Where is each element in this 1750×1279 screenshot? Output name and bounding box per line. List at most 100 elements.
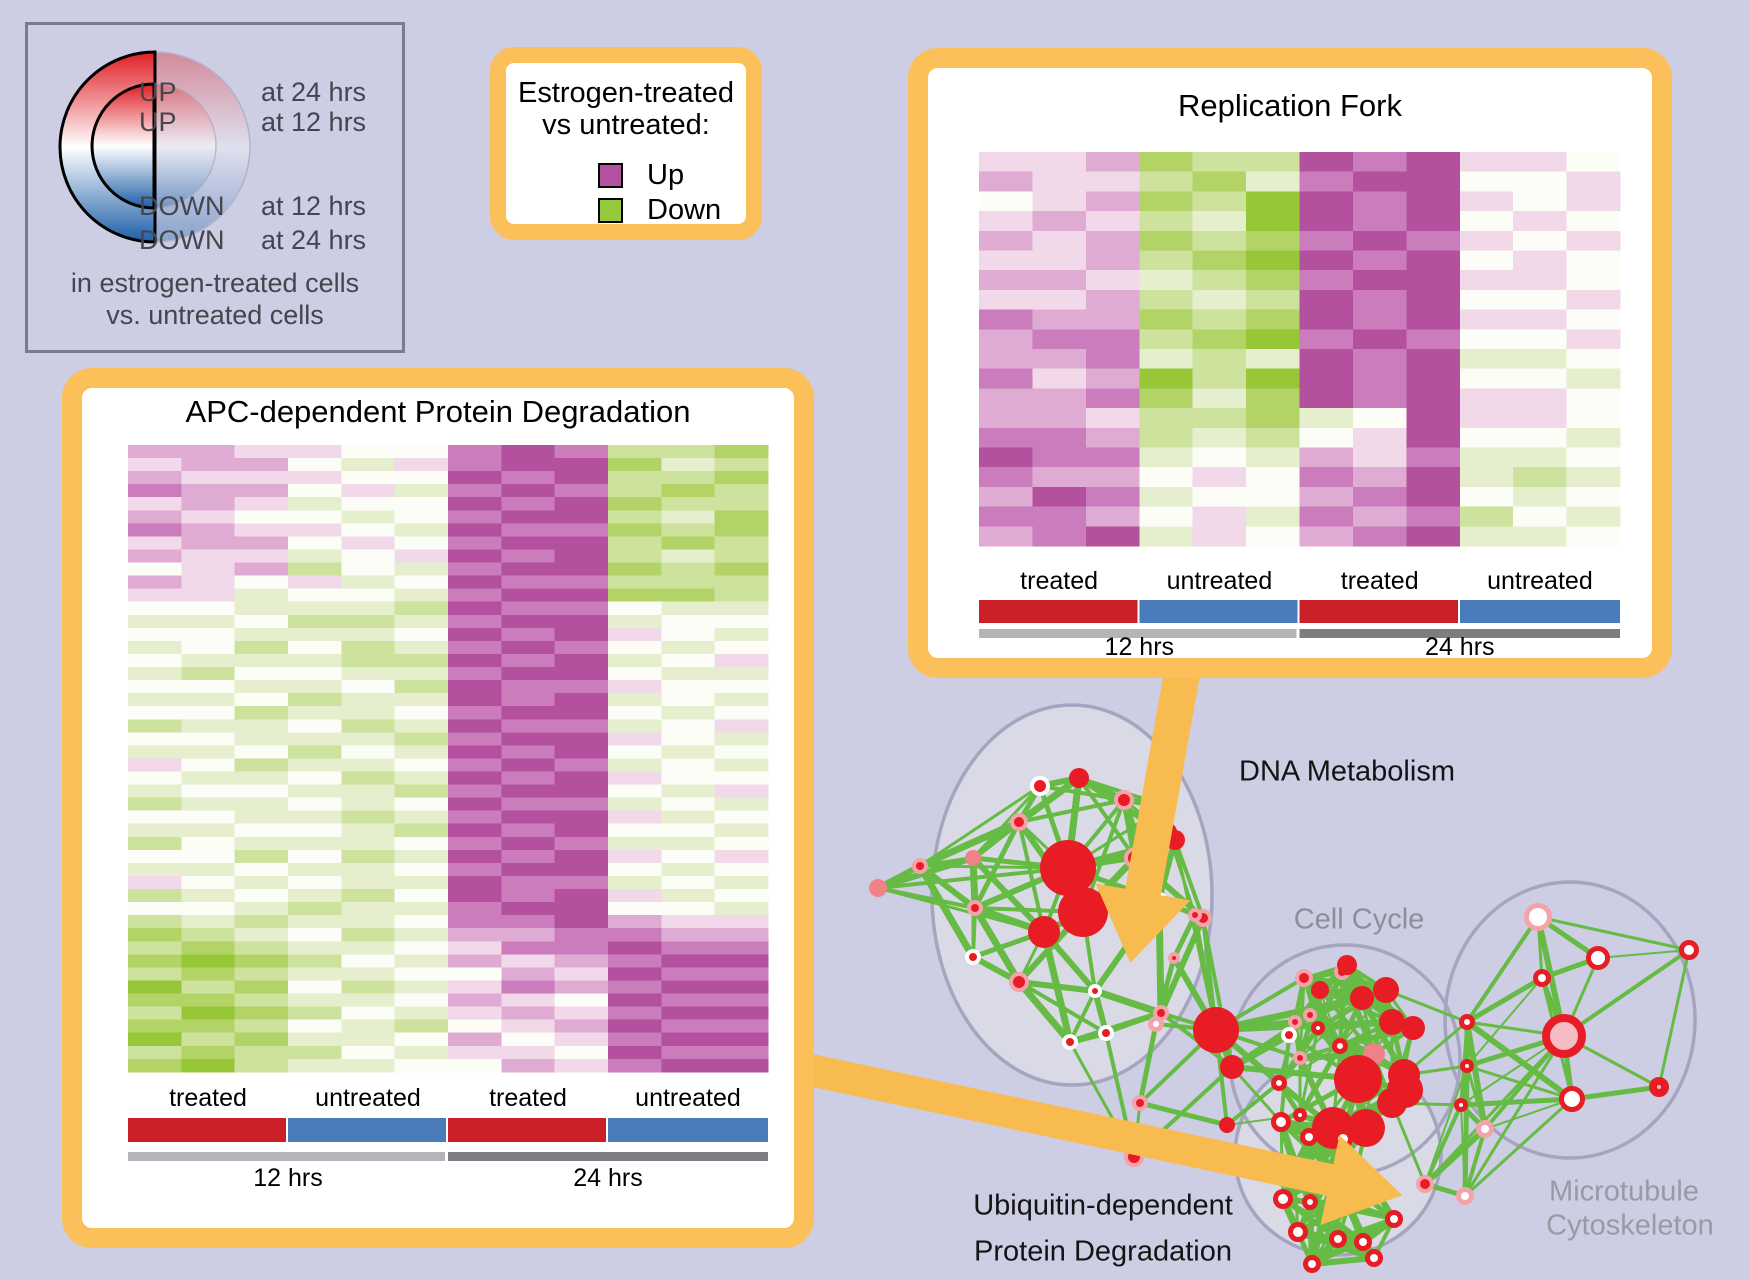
network-edge [1077,775,1177,843]
key-direction: UP [139,77,177,107]
network-edge [1067,804,1167,870]
network-edge [1372,1218,1396,1259]
network-edge [1068,1041,1136,1158]
network-edge [1332,1101,1393,1130]
network-node [1679,940,1699,960]
legend-item-down: Down [598,194,721,227]
network-edge [1121,799,1162,901]
network-edge [1360,1216,1397,1245]
network-edge [1039,775,1080,789]
network-edge [1133,805,1168,859]
network-node [1271,1075,1287,1091]
key-time: at 12 hrs [261,107,367,137]
network-edge [1371,989,1389,1055]
network-edge [1364,1088,1407,1130]
network-edge [877,855,974,891]
network-node [1459,1014,1475,1030]
network-edge [1069,1030,1107,1045]
estrogen-legend-box: Estrogen-treated vs untreated: Up Down [490,47,762,240]
network-edge [1339,989,1387,1047]
network-edge [1067,838,1176,870]
network-node [1088,984,1102,998]
network-edge [1230,1066,1283,1123]
network-edge [969,857,979,909]
network-edge [972,929,1045,960]
network-edge [1466,1033,1565,1069]
network-edge [1092,898,1162,993]
network-node [1333,1129,1353,1149]
network-node [1379,1009,1405,1035]
network-edge [1215,1029,1280,1084]
network-edge [1297,1044,1343,1117]
network-edge [1153,957,1177,1025]
network-edge [1280,1126,1336,1201]
network-edge [1282,1197,1364,1244]
network-node [1385,1210,1403,1228]
network-edge [1332,1074,1405,1129]
legend-swatch-up [598,163,623,188]
network-edge [1423,1034,1566,1186]
network-node [1153,1005,1169,1021]
network-edge [877,866,1069,890]
network-edge [1341,1138,1351,1205]
network-edge [1307,1201,1315,1265]
network-edge [1037,785,1071,869]
network-edge [1339,963,1350,974]
network-edge [1311,1255,1375,1267]
network-edge [1389,1021,1407,1076]
legend-item-up: Up [598,159,684,192]
network-edge [971,906,1023,984]
network-edge [1159,1011,1234,1069]
network-node [1401,1016,1425,1040]
network-edge [918,818,1021,870]
network-edge [1171,956,1219,1032]
network-edge [1356,1076,1394,1106]
network-edge [1280,1136,1346,1202]
network-edge [1337,1236,1364,1245]
legend-label-down: Down [647,194,722,226]
network-edge [1278,1045,1341,1084]
network-edge [974,906,1084,914]
network-edge [1337,1216,1395,1242]
network-edge [1317,997,1363,1029]
network-edge [1155,899,1165,1014]
network-edge [1309,1200,1375,1260]
network-node [1062,1034,1078,1050]
network-edge [1339,1043,1375,1057]
network-edge [1389,1074,1407,1104]
network-edge [1308,1171,1336,1204]
network-edge [919,856,974,868]
network-edge [1016,909,1086,985]
network-edge [916,864,977,959]
network-edge [1297,989,1323,1059]
network-edge [1292,977,1307,1023]
network-edge [1466,1020,1565,1038]
network-edge [1282,1197,1350,1206]
network-node [1295,969,1313,987]
network-edge [1391,1019,1414,1031]
network-edge [971,784,1042,860]
network-node [1273,1189,1293,1209]
network-edge [1331,1126,1369,1175]
network-edge [1345,1202,1367,1244]
network-edge [1292,1136,1345,1169]
network-edge [1280,1119,1334,1131]
network-edge [1157,805,1168,901]
network-edge [973,904,1046,936]
network-edge [1403,1020,1468,1077]
network-node [1365,1249,1383,1267]
network-edge [1459,1021,1469,1106]
network-node [912,858,928,874]
network-edge [1463,1128,1487,1197]
network-edge [1133,857,1161,901]
legend-label-up: Up [647,159,685,191]
network-edge [1303,969,1343,981]
network-node [1293,1051,1307,1065]
network-edge [1339,1044,1405,1077]
network-edge [1016,775,1082,825]
cluster-circle-dna-metabolism [930,703,1214,1087]
network-edge [1296,1201,1351,1235]
key-caption-line2: vs. untreated cells [106,300,324,330]
network-edge [1295,1230,1315,1266]
network-edge [1384,989,1415,1029]
